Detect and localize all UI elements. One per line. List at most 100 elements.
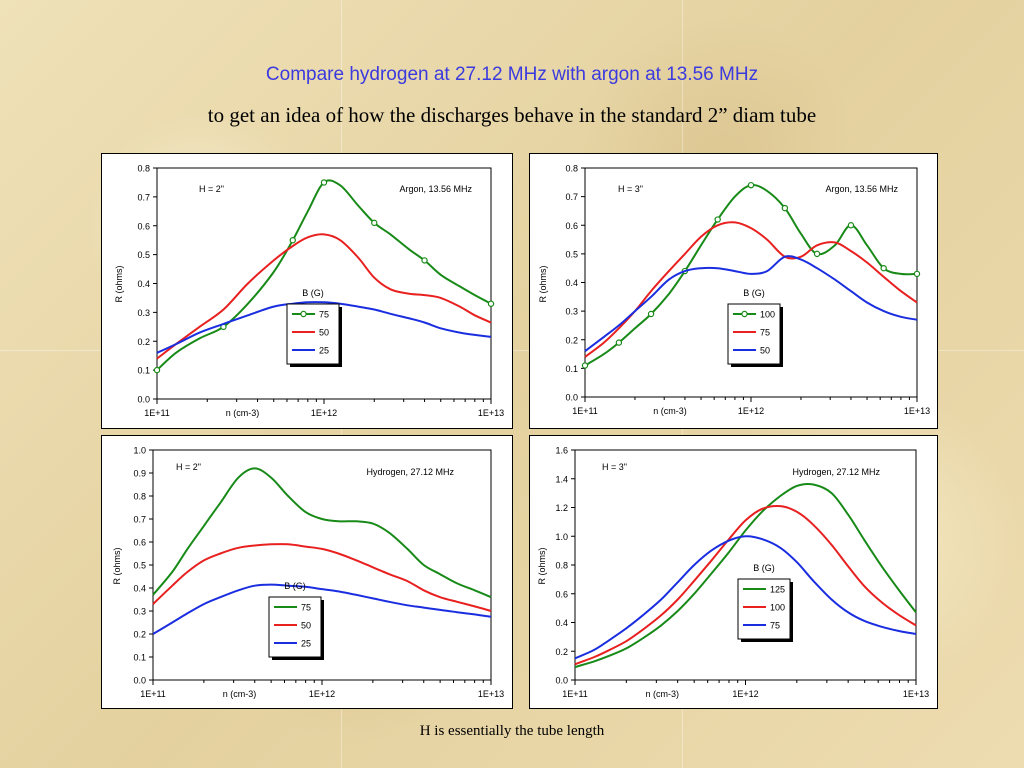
chart-panel-argon-3in: 0.0 0.1 0.2 0.3 0.4 0.5 0.6 0.7 0.8 1E+11 1E+12 1E+…: [529, 153, 938, 429]
legend-title: B (G): [302, 288, 324, 298]
y-tick-label: 0.0: [565, 393, 578, 403]
legend-label-75: 75: [770, 621, 780, 631]
series-line-25: [156, 301, 492, 354]
annotation-height: H = 3": [618, 184, 643, 194]
legend-label-100: 100: [770, 603, 785, 613]
legend-marker-100: [741, 310, 748, 318]
annotation-height: H = 2": [199, 184, 224, 194]
legend-label-100: 100: [760, 310, 775, 320]
series-marker-100: [781, 204, 789, 212]
y-tick-label: 0.5: [137, 250, 150, 260]
series-line-50: [152, 543, 492, 612]
y-axis-label: R (ohms): [538, 265, 548, 302]
footer-caption: H is essentially the tube length: [419, 723, 605, 739]
series-marker-100: [714, 216, 721, 223]
y-tick-label: 1.0: [555, 532, 568, 542]
x-axis-label: n (cm-3): [223, 689, 257, 699]
plot-area: [574, 449, 917, 681]
series-line-75: [574, 535, 917, 660]
x-axis-label: n (cm-3): [646, 689, 680, 699]
series-line-50: [156, 233, 492, 360]
x-tick-label: 1E+13: [903, 689, 929, 699]
legend-title: B (G): [753, 563, 775, 573]
y-tick-label: 0.0: [133, 676, 146, 686]
chart-argon-2in: 0.0 0.1 0.2 0.3 0.4 0.5 0.6 0.7 0.8 1E+11 1E+12 1E+…: [114, 164, 504, 419]
series-marker-75: [289, 236, 296, 244]
y-tick-label: 0.3: [565, 307, 578, 317]
y-tick-label: 0.6: [137, 221, 150, 231]
series-line-50: [584, 255, 918, 352]
y-tick-label: 0.2: [555, 647, 568, 657]
y-axis-label: R (ohms): [537, 547, 547, 584]
y-tick-label: 1.4: [555, 474, 568, 484]
series-line-100: [574, 504, 917, 666]
series-marker-75: [153, 366, 161, 374]
x-tick-label: 1E+12: [309, 689, 335, 699]
x-tick-label: 1E+12: [738, 406, 764, 416]
annotation-gas: Hydrogen, 27.12 MHz: [366, 467, 454, 477]
annotation-gas: Argon, 13.56 MHz: [399, 184, 472, 194]
series-marker-100: [581, 362, 589, 369]
legend-label-75: 75: [301, 603, 311, 613]
y-tick-label: 0.8: [137, 164, 150, 174]
x-tick-label: 1E+11: [140, 689, 166, 699]
series-marker-100: [813, 250, 821, 258]
y-tick-label: 0.7: [565, 192, 578, 202]
series-line-75: [152, 467, 492, 599]
x-axis-label: n (cm-3): [226, 408, 260, 418]
legend-label-25: 25: [319, 346, 329, 356]
y-tick-label: 0.5: [133, 561, 146, 571]
y-tick-label: 0.0: [137, 395, 150, 405]
legend-label-25: 25: [301, 639, 311, 649]
y-tick-label: 0.2: [565, 335, 578, 345]
legend-label-50: 50: [301, 621, 311, 631]
x-tick-label: 1E+13: [478, 408, 504, 418]
annotation-height: H = 2": [176, 462, 201, 472]
page-subtitle: to get an idea of how the discharges beh…: [207, 103, 817, 127]
page-title: Compare hydrogen at 27.12 MHz with argon…: [265, 64, 759, 85]
annotation-gas: Hydrogen, 27.12 MHz: [792, 467, 880, 477]
series-line-75: [584, 221, 918, 358]
series-marker-75: [320, 179, 328, 186]
y-tick-label: 0.7: [133, 515, 146, 525]
y-axis-label: R (ohms): [114, 265, 124, 302]
series-marker-100: [647, 310, 655, 318]
y-tick-label: 0.4: [555, 618, 568, 628]
y-tick-label: 0.4: [137, 279, 150, 289]
series-marker-100: [847, 222, 855, 229]
series-marker-75: [371, 219, 378, 227]
y-tick-label: 0.7: [137, 192, 150, 202]
y-tick-label: 0.8: [133, 492, 146, 502]
y-tick-label: 0.3: [133, 607, 146, 617]
y-tick-label: 0.1: [565, 364, 578, 374]
y-tick-label: 0.6: [555, 589, 568, 599]
series-marker-75: [487, 300, 495, 307]
series-marker-100: [747, 181, 755, 189]
y-tick-label: 0.2: [133, 630, 146, 640]
x-tick-label: 1E+11: [144, 408, 170, 418]
chart-panel-argon-2in: 0.0 0.1 0.2 0.3 0.4 0.5 0.6 0.7 0.8 1E+11 1E+12 1E+…: [101, 153, 513, 429]
y-tick-label: 0.8: [555, 561, 568, 571]
chart-panel-hydrogen-2in: 0.0 0.1 0.2 0.3 0.4 0.5 0.6 0.7 0.8 0.9 1.0 1E+11 1E…: [101, 435, 513, 709]
y-tick-label: 1.0: [133, 446, 146, 456]
x-axis-label: n (cm-3): [653, 406, 687, 416]
legend-label-75: 75: [760, 328, 770, 338]
y-tick-label: 0.5: [565, 249, 578, 259]
x-tick-label: 1E+12: [311, 408, 337, 418]
chart-hydrogen-2in: 0.0 0.1 0.2 0.3 0.4 0.5 0.6 0.7 0.8 0.9 1.0 1E+11 1E…: [112, 446, 504, 700]
series-marker-75: [421, 257, 428, 264]
legend-label-50: 50: [760, 346, 770, 356]
y-tick-label: 1.6: [555, 446, 568, 456]
x-tick-label: 1E+13: [904, 406, 930, 416]
y-tick-label: 0.6: [565, 221, 578, 231]
legend-marker-75: [300, 310, 307, 318]
x-tick-label: 1E+11: [572, 406, 598, 416]
series-line-25: [152, 583, 492, 635]
legend-title: B (G): [743, 288, 765, 298]
y-tick-label: 0.4: [565, 278, 578, 288]
series-marker-100: [913, 270, 921, 278]
y-tick-label: 0.1: [137, 366, 150, 376]
y-tick-label: 0.9: [133, 469, 146, 479]
annotation-height: H = 3": [602, 462, 627, 472]
y-axis-label: R (ohms): [112, 547, 122, 584]
